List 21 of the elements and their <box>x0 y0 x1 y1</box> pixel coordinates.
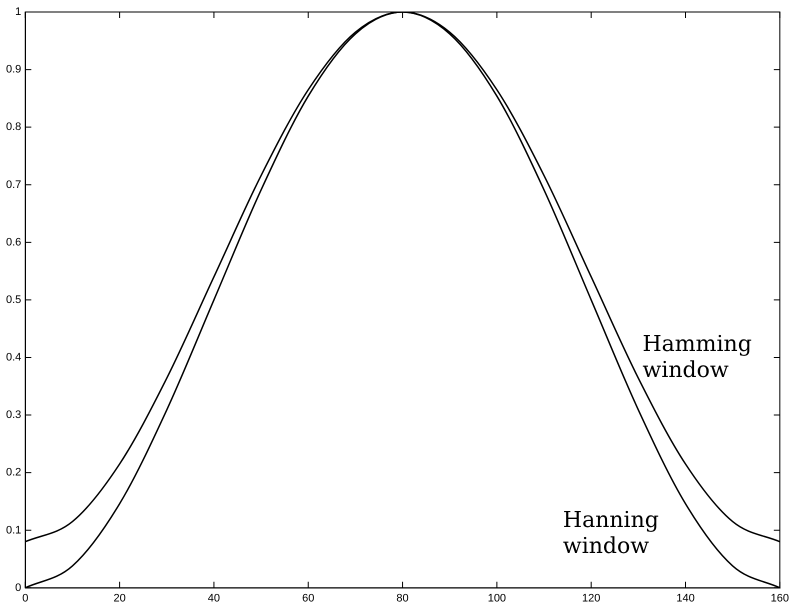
y-tick-label: 0.2 <box>6 466 22 479</box>
y-tick-label: 1 <box>15 6 22 18</box>
x-tick-label: 140 <box>676 592 695 604</box>
y-tick-label: 0.8 <box>6 121 22 134</box>
x-tick-label: 80 <box>396 592 409 604</box>
annotation: Hanning window <box>562 508 659 559</box>
x-tick-label: 120 <box>582 592 600 604</box>
y-tick-label: 0.7 <box>6 178 22 191</box>
y-tick-label: 0.1 <box>6 524 22 536</box>
y-tick-label: 0.3 <box>6 409 22 422</box>
y-tick-label: 0.5 <box>6 294 22 306</box>
annotation: Hamming window <box>642 332 752 384</box>
x-tick-label: 20 <box>113 592 126 604</box>
y-tick-label: 0.4 <box>6 352 22 364</box>
x-tick-label: 60 <box>302 592 314 604</box>
x-tick-label: 40 <box>208 592 220 604</box>
x-tick-label: 100 <box>488 592 506 604</box>
y-tick-label: 0.9 <box>6 64 22 76</box>
y-tick-label: 0 <box>15 582 22 594</box>
x-tick-label: 160 <box>770 592 790 604</box>
y-tick-label: 0.6 <box>6 236 22 248</box>
